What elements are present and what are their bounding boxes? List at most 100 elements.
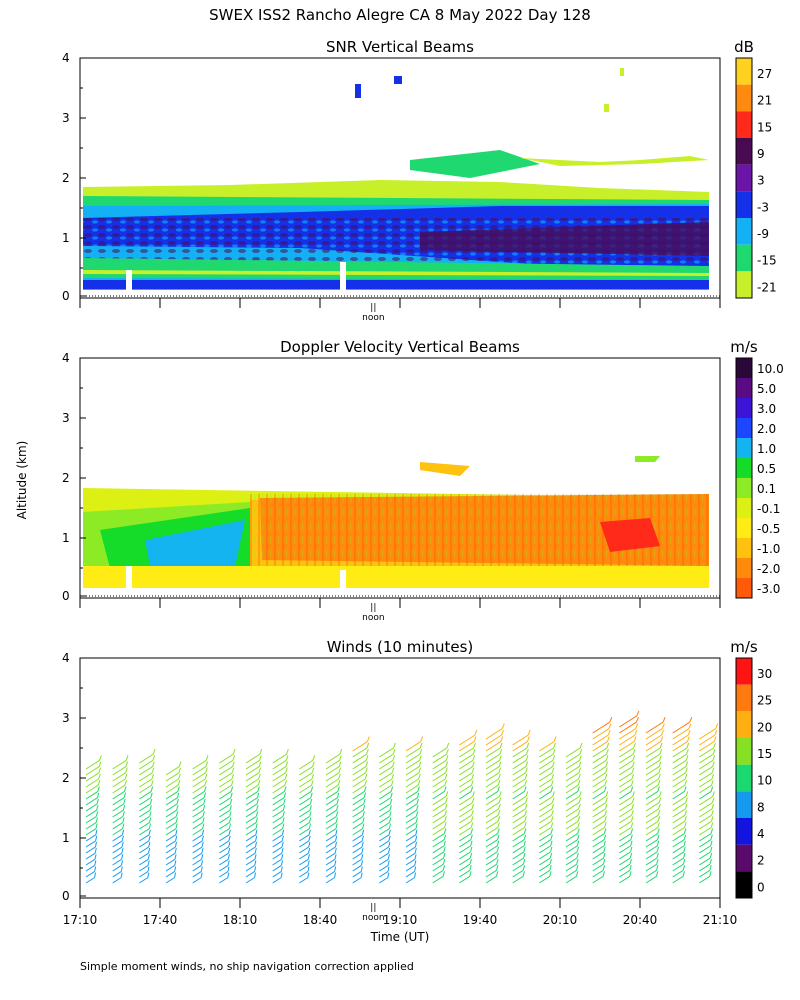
wind-barb (379, 834, 390, 842)
wind-barb (619, 808, 633, 818)
wind-barb-flag (711, 780, 714, 786)
wind-barb (645, 778, 659, 788)
wind-barb-flag (710, 834, 713, 840)
wind-barb (459, 796, 474, 806)
wind-barb-flag (608, 723, 612, 729)
footnote: Simple moment winds, no ship navigation … (80, 960, 414, 973)
wind-barb (459, 734, 476, 746)
wind-barb-flag (469, 846, 473, 853)
wind-barb-flag (391, 767, 395, 773)
wind-barb-flag (445, 797, 448, 803)
wind-barb (245, 759, 260, 770)
wind-barb (645, 721, 664, 734)
wind-barb-flag (602, 865, 606, 871)
wind-barb (165, 871, 175, 878)
wind-barb (299, 766, 313, 776)
wind-barb-flag (281, 854, 284, 860)
wind-barb (459, 778, 473, 788)
wind-barb (512, 766, 527, 776)
wind-barb (459, 766, 473, 776)
wind-barb (619, 784, 632, 794)
wind-barb (672, 778, 686, 788)
wind-barb (245, 803, 258, 812)
wind-barb-flag (389, 798, 393, 805)
wind-barb-flag (202, 817, 205, 823)
wind-barb-flag (417, 780, 421, 786)
wind-barb-flag (335, 817, 338, 823)
wind-barb-flag (633, 736, 637, 742)
wind-barb (645, 741, 662, 752)
wind-barb (539, 766, 553, 776)
wind-barb (165, 846, 176, 854)
snr-yellow-line (83, 270, 709, 276)
wind-barb (672, 814, 686, 824)
wind-barb-flag (231, 773, 235, 780)
wind-barb (512, 741, 528, 752)
wind-barb-flag (255, 817, 258, 823)
wind-barb (432, 869, 444, 878)
wind-barb-flag (285, 761, 289, 767)
wind-barb-flag (688, 723, 692, 729)
wind-barb-flag (604, 803, 608, 810)
wind-barb-flag (711, 803, 715, 810)
wind-barb-flag (657, 816, 661, 822)
wind-barb (619, 791, 632, 800)
wind-barb-flag (282, 817, 285, 823)
wind-barb-flag (392, 761, 395, 767)
wind-barb (672, 802, 686, 812)
wind-barb (405, 828, 417, 836)
wind-barb-flag (121, 835, 124, 842)
wind-barb-flag (335, 823, 338, 829)
wind-barb-flag (577, 822, 580, 828)
wind-barb (299, 822, 310, 830)
wind-barb (619, 851, 631, 860)
wind-barb (165, 766, 180, 776)
wind-barb (645, 728, 663, 740)
wind-barb (565, 802, 580, 812)
wind-barb (672, 863, 684, 872)
wind-barb (139, 778, 153, 788)
wind-barb-flag (657, 822, 660, 828)
wind-barb-flag (603, 828, 607, 834)
snr-ytick-label: 1 (62, 231, 70, 245)
wind-barb-flag (227, 860, 230, 866)
wind-barb (245, 834, 257, 842)
wind-barb-flag (689, 716, 693, 723)
wind-barb-flag (442, 871, 445, 877)
wind-barb-flag (470, 834, 473, 840)
winds-colorbar-label: 8 (757, 800, 765, 814)
wind-barb (139, 822, 150, 830)
wind-barb-flag (228, 823, 232, 829)
wind-barb-flag (577, 810, 581, 816)
wind-barb-flag (525, 755, 529, 761)
wind-barb-flag (363, 798, 366, 805)
wind-barb-flag (308, 823, 312, 829)
wind-barb-flag (604, 780, 607, 786)
wind-barb-flag (174, 860, 177, 866)
wind-barb-flag (710, 828, 714, 834)
wind-barb-flag (660, 736, 664, 742)
wind-barb (459, 753, 474, 764)
wind-barb-flag (175, 829, 178, 835)
wind-barb-flag (232, 748, 236, 755)
wind-barb (539, 741, 555, 752)
wind-barb (459, 845, 471, 854)
wind-barb (432, 759, 447, 770)
wind-barb (592, 747, 608, 758)
wind-barb-flag (444, 786, 447, 792)
wind-barb (325, 803, 338, 812)
winds-xtick-label: 18:10 (223, 913, 258, 927)
wind-barb-flag (389, 811, 392, 817)
wind-barb (459, 772, 473, 782)
wind-barb (459, 857, 471, 866)
wind-barb-flag (630, 786, 634, 792)
wind-barb (165, 784, 179, 794)
wind-barb-flag (525, 767, 528, 773)
winds-colorbar-swatch (736, 844, 752, 872)
wind-barb-flag (416, 792, 420, 798)
winds-title: Winds (10 minutes) (327, 638, 474, 656)
winds-colorbar-swatch (736, 791, 752, 818)
wind-barb (299, 834, 310, 842)
wind-barb-flag (684, 810, 688, 816)
wind-barb-flag (714, 729, 718, 736)
